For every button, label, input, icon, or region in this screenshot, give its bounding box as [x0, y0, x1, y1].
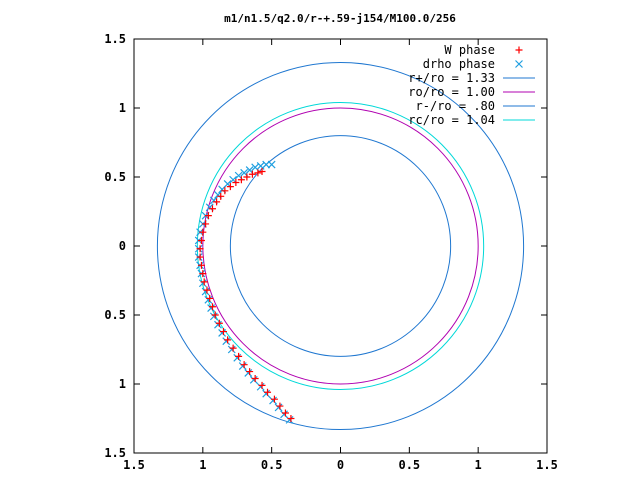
w-phase-point — [264, 388, 272, 396]
drho-phase-point — [244, 369, 253, 377]
x-tick-label: 1 — [475, 458, 482, 472]
w-phase-point — [208, 303, 216, 311]
drho-phase-point — [262, 389, 271, 398]
x-tick-label: 1 — [199, 458, 206, 472]
drho-phase-point — [218, 329, 227, 337]
x-tick-label: 0 — [337, 458, 344, 472]
w-phase-point — [200, 278, 208, 286]
w-phase-point — [196, 253, 204, 261]
w-phase-point — [199, 270, 207, 278]
w-phase-point — [211, 311, 219, 319]
w-phase-point — [229, 344, 237, 352]
w-phase-point — [251, 374, 259, 382]
w-phase-point — [287, 415, 295, 422]
x-tick-label: 1.5 — [536, 458, 558, 472]
legend-label: ro/ro = 1.00 — [408, 85, 495, 99]
drho-phase-point — [227, 345, 236, 354]
w-phase-point — [281, 409, 289, 417]
reference-circle — [156, 61, 525, 431]
axis-ticks: 1.5 1 0.5 0 0.5 1 1.51.510.500.511.5 — [104, 32, 558, 472]
w-phase-point — [215, 319, 223, 327]
legend-w-phase-marker — [515, 46, 523, 54]
w-phase-point — [246, 368, 254, 376]
x-tick-label: 0.5 — [261, 458, 283, 472]
y-tick-label: 0.5 — [104, 170, 126, 184]
w-phase-point — [199, 228, 207, 236]
y-tick-label: 1.5 — [104, 446, 126, 460]
w-phase-point — [208, 205, 216, 213]
x-tick-label: 0.5 — [398, 458, 420, 472]
reference-circles — [156, 61, 525, 431]
w-phase-point — [258, 167, 266, 175]
w-phase-point — [237, 176, 245, 184]
w-phase-point — [248, 170, 256, 178]
y-tick-label: 0 — [119, 239, 126, 253]
reference-circle — [229, 135, 452, 357]
w-phase-point — [202, 220, 210, 228]
w-phase-point — [276, 402, 284, 410]
drho-phase-point — [214, 320, 222, 329]
drho-phase-point — [249, 375, 258, 384]
drho-phase-point — [207, 304, 216, 313]
legend-label: drho phase — [423, 57, 495, 71]
w-phase-point — [240, 361, 248, 369]
drho-phase-point — [222, 337, 231, 346]
y-tick-label: 1 — [119, 101, 126, 115]
w-phase-point — [196, 245, 204, 253]
y-tick-label: 1 — [119, 377, 126, 391]
legend-drho-phase-marker — [515, 60, 523, 68]
w-phase-point — [204, 212, 212, 220]
w-phase-point — [213, 198, 221, 206]
drho-phase-point — [201, 287, 210, 296]
chart-title: m1/n1.5/q2.0/r-+.59-j154/M100.0/256 — [224, 12, 456, 25]
drho-phase-point — [256, 382, 265, 391]
drho-phase-point — [198, 279, 207, 288]
legend-label: r-/ro = .80 — [416, 99, 495, 113]
legend-label: rc/ro = 1.04 — [408, 113, 495, 127]
w-phase-point — [258, 381, 266, 389]
drho-phase-point — [233, 353, 242, 362]
drho-phase-point — [238, 362, 247, 370]
w-phase-point — [217, 192, 225, 200]
w-phase-point — [219, 328, 227, 336]
w-phase-point — [203, 286, 211, 294]
legend-label: r+/ro = 1.33 — [408, 71, 495, 85]
drho-phase-point — [269, 396, 277, 405]
w-phase-point — [270, 395, 278, 403]
w-phase-point — [221, 187, 229, 195]
legend-label: W phase — [444, 43, 495, 57]
reference-circle — [202, 107, 479, 385]
x-tick-label: 1.5 — [123, 458, 145, 472]
w-phase-point — [206, 294, 214, 302]
drho-phase-point — [274, 403, 283, 412]
w-phase-point — [197, 236, 205, 244]
y-tick-label: 1.5 — [104, 32, 126, 46]
w-phase-point — [243, 173, 251, 181]
drho-phase-point — [204, 295, 213, 304]
data-points — [194, 160, 295, 424]
w-phase-point — [254, 169, 262, 177]
reference-circle — [196, 101, 485, 391]
w-phase-point — [197, 261, 205, 269]
w-phase-point — [232, 179, 240, 187]
y-tick-label: 0.5 — [104, 308, 126, 322]
drho-phase-point — [285, 415, 294, 424]
w-phase-point — [224, 336, 232, 344]
w-phase-point — [226, 183, 234, 191]
w-phase-point — [235, 352, 243, 360]
drho-phase-point — [209, 312, 218, 321]
